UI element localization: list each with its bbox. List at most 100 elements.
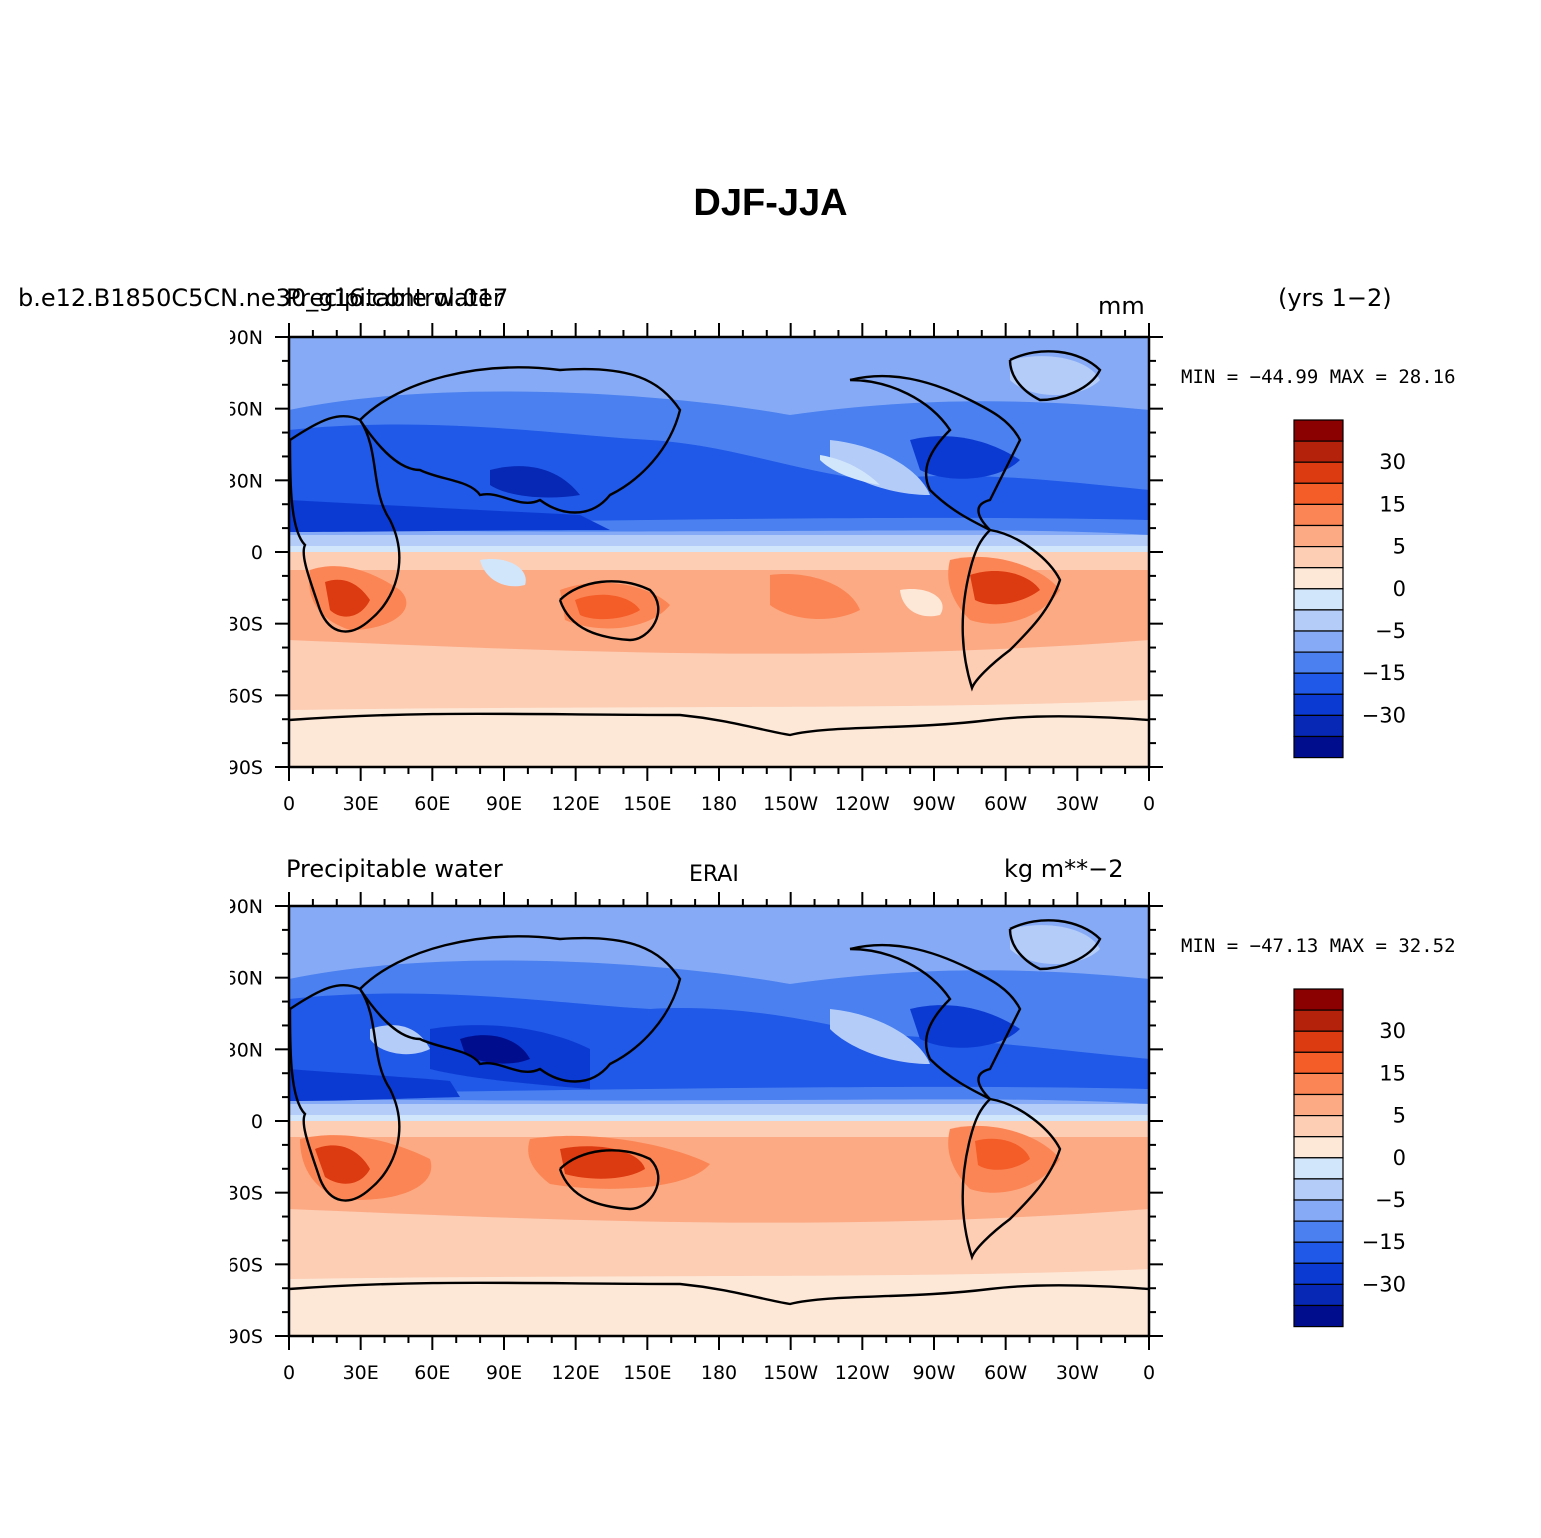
colorbar-label: −5 [1375,1188,1406,1212]
dataset-label: ERAI [689,862,739,887]
lat-tick-label: 90S [230,1326,263,1348]
bottom-min-max-stats: MIN = −47.13 MAX = 32.52 [1181,935,1456,957]
lon-tick-label: 90W [913,793,956,815]
lon-tick-label: 90E [486,793,522,815]
colorbar-swatch [1293,1283,1344,1307]
colorbar-swatch [1293,524,1344,548]
top-axis-ticks [275,323,1163,781]
case-name-label: b.e12.B1850C5CN.ne30_g16.control.017 [18,284,509,312]
top-variable-label: Precipitable water [286,284,503,312]
colorbar-label: −15 [1362,661,1406,685]
lon-tick-label: 0 [283,1362,295,1384]
lon-tick-label: 30W [1056,1362,1099,1384]
lon-tick-label: 150W [763,793,818,815]
lon-tick-label: 30E [343,793,379,815]
colorbar-label: −30 [1362,1272,1406,1296]
colorbar-swatch [1293,1241,1344,1264]
colorbar-label: 5 [1393,1104,1406,1128]
colorbar-swatch [1293,693,1344,716]
bottom-contour-field [289,906,1149,1336]
lon-tick-label: 60W [984,793,1027,815]
colorbar-swatch [1293,1304,1344,1328]
lat-tick-label: 90S [230,757,263,779]
lon-tick-label: 0 [1143,1362,1155,1384]
colorbar-swatch [1293,1262,1344,1285]
colorbar-label: −30 [1362,703,1406,727]
lon-tick-label: 120W [835,793,890,815]
lat-tick-label: 90N [230,896,263,918]
top-map-panel: 90N 60N 30N 0 30S 60S 90S 0 30E 60E 90E 120E 150E 18… [230,323,1163,815]
colorbar-swatch [1293,1136,1344,1159]
colorbar-swatch [1293,630,1344,653]
bottom-map-panel: 90N 60N 30N 0 30S 60S 90S 0 30E 60E 90E 120E 150E 18… [230,892,1163,1384]
top-contour-field [289,337,1149,767]
colorbar-swatch [1293,651,1344,674]
lon-tick-label: 150E [623,793,671,815]
colorbar-label: 0 [1393,1146,1406,1170]
lat-tick-label: 60N [230,968,263,990]
colorbar-label: −15 [1362,1230,1406,1254]
lon-tick-label: 0 [283,793,295,815]
bottom-units-label: kg m**−2 [1004,855,1124,883]
lat-tick-label: 60N [230,399,263,421]
lat-tick-label: 90N [230,327,263,349]
lat-tick-label: 30N [230,1039,263,1061]
lon-tick-label: 120W [835,1362,890,1384]
colorbar-swatch [1293,419,1344,442]
colorbar-swatch [1293,1220,1344,1243]
top-min-max-stats: MIN = −44.99 MAX = 28.16 [1181,366,1456,388]
colorbar-swatch [1293,546,1344,569]
bottom-variable-label: Precipitable water [286,855,503,883]
colorbar-swatch [1293,609,1344,632]
colorbar-swatch [1293,503,1344,527]
top-colorbar: 30 15 5 0 −5 −15 −30 [1293,419,1406,759]
colorbar-label: 15 [1379,492,1406,516]
lat-tick-label: 0 [251,1111,263,1133]
years-label: (yrs 1−2) [1278,284,1392,312]
lon-tick-label: 60E [414,793,450,815]
lon-tick-label: 180 [701,793,737,815]
top-colorbar-labels: 30 15 5 0 −5 −15 −30 [1362,450,1406,727]
colorbar-swatch [1293,461,1344,484]
lat-tick-label: 60S [230,1254,263,1276]
colorbar-swatch [1293,482,1344,506]
lon-tick-label: 150E [623,1362,671,1384]
colorbar-swatch [1293,735,1344,759]
colorbar-swatch [1293,440,1344,463]
lon-tick-label: 0 [1143,793,1155,815]
lon-tick-label: 90E [486,1362,522,1384]
lon-tick-label: 120E [552,793,600,815]
colorbar-label: −5 [1375,619,1406,643]
top-colorbar-swatches [1293,419,1344,759]
colorbar-swatch [1293,567,1344,590]
bottom-coastlines [289,919,1149,1306]
colorbar-swatch [1293,588,1344,611]
colorbar-swatch [1293,1072,1344,1096]
lat-tick-label: 30S [230,1183,263,1205]
colorbar-swatch [1293,672,1344,695]
colorbar-label: 5 [1393,535,1406,559]
colorbar-label: 0 [1393,577,1406,601]
colorbar-label: 15 [1379,1061,1406,1085]
bottom-lat-labels: 90N 60N 30N 0 30S 60S 90S [230,896,263,1348]
colorbar-swatch [1293,1178,1344,1201]
colorbar-swatch [1293,1199,1344,1222]
top-lon-labels: 0 30E 60E 90E 120E 150E 180 150W 120W 90W 60W 30W 0 [283,793,1155,815]
colorbar-swatch [1293,1093,1344,1117]
colorbar-label: 30 [1379,1019,1406,1043]
top-coastlines [289,350,1149,737]
colorbar-swatch [1293,1030,1344,1053]
lat-tick-label: 0 [251,542,263,564]
lat-tick-label: 30S [230,614,263,636]
colorbar-swatch [1293,1009,1344,1032]
bottom-lon-labels: 0 30E 60E 90E 120E 150E 180 150W 120W 90W 60W 30W 0 [283,1362,1155,1384]
bottom-colorbar-swatches [1293,988,1344,1328]
bottom-axis-ticks [275,892,1163,1350]
bottom-colorbar: 30 15 5 0 −5 −15 −30 [1293,988,1406,1328]
colorbar-swatch [1293,988,1344,1011]
colorbar-label: 30 [1379,450,1406,474]
lon-tick-label: 180 [701,1362,737,1384]
lat-tick-label: 30N [230,470,263,492]
lon-tick-label: 30W [1056,793,1099,815]
lon-tick-label: 150W [763,1362,818,1384]
